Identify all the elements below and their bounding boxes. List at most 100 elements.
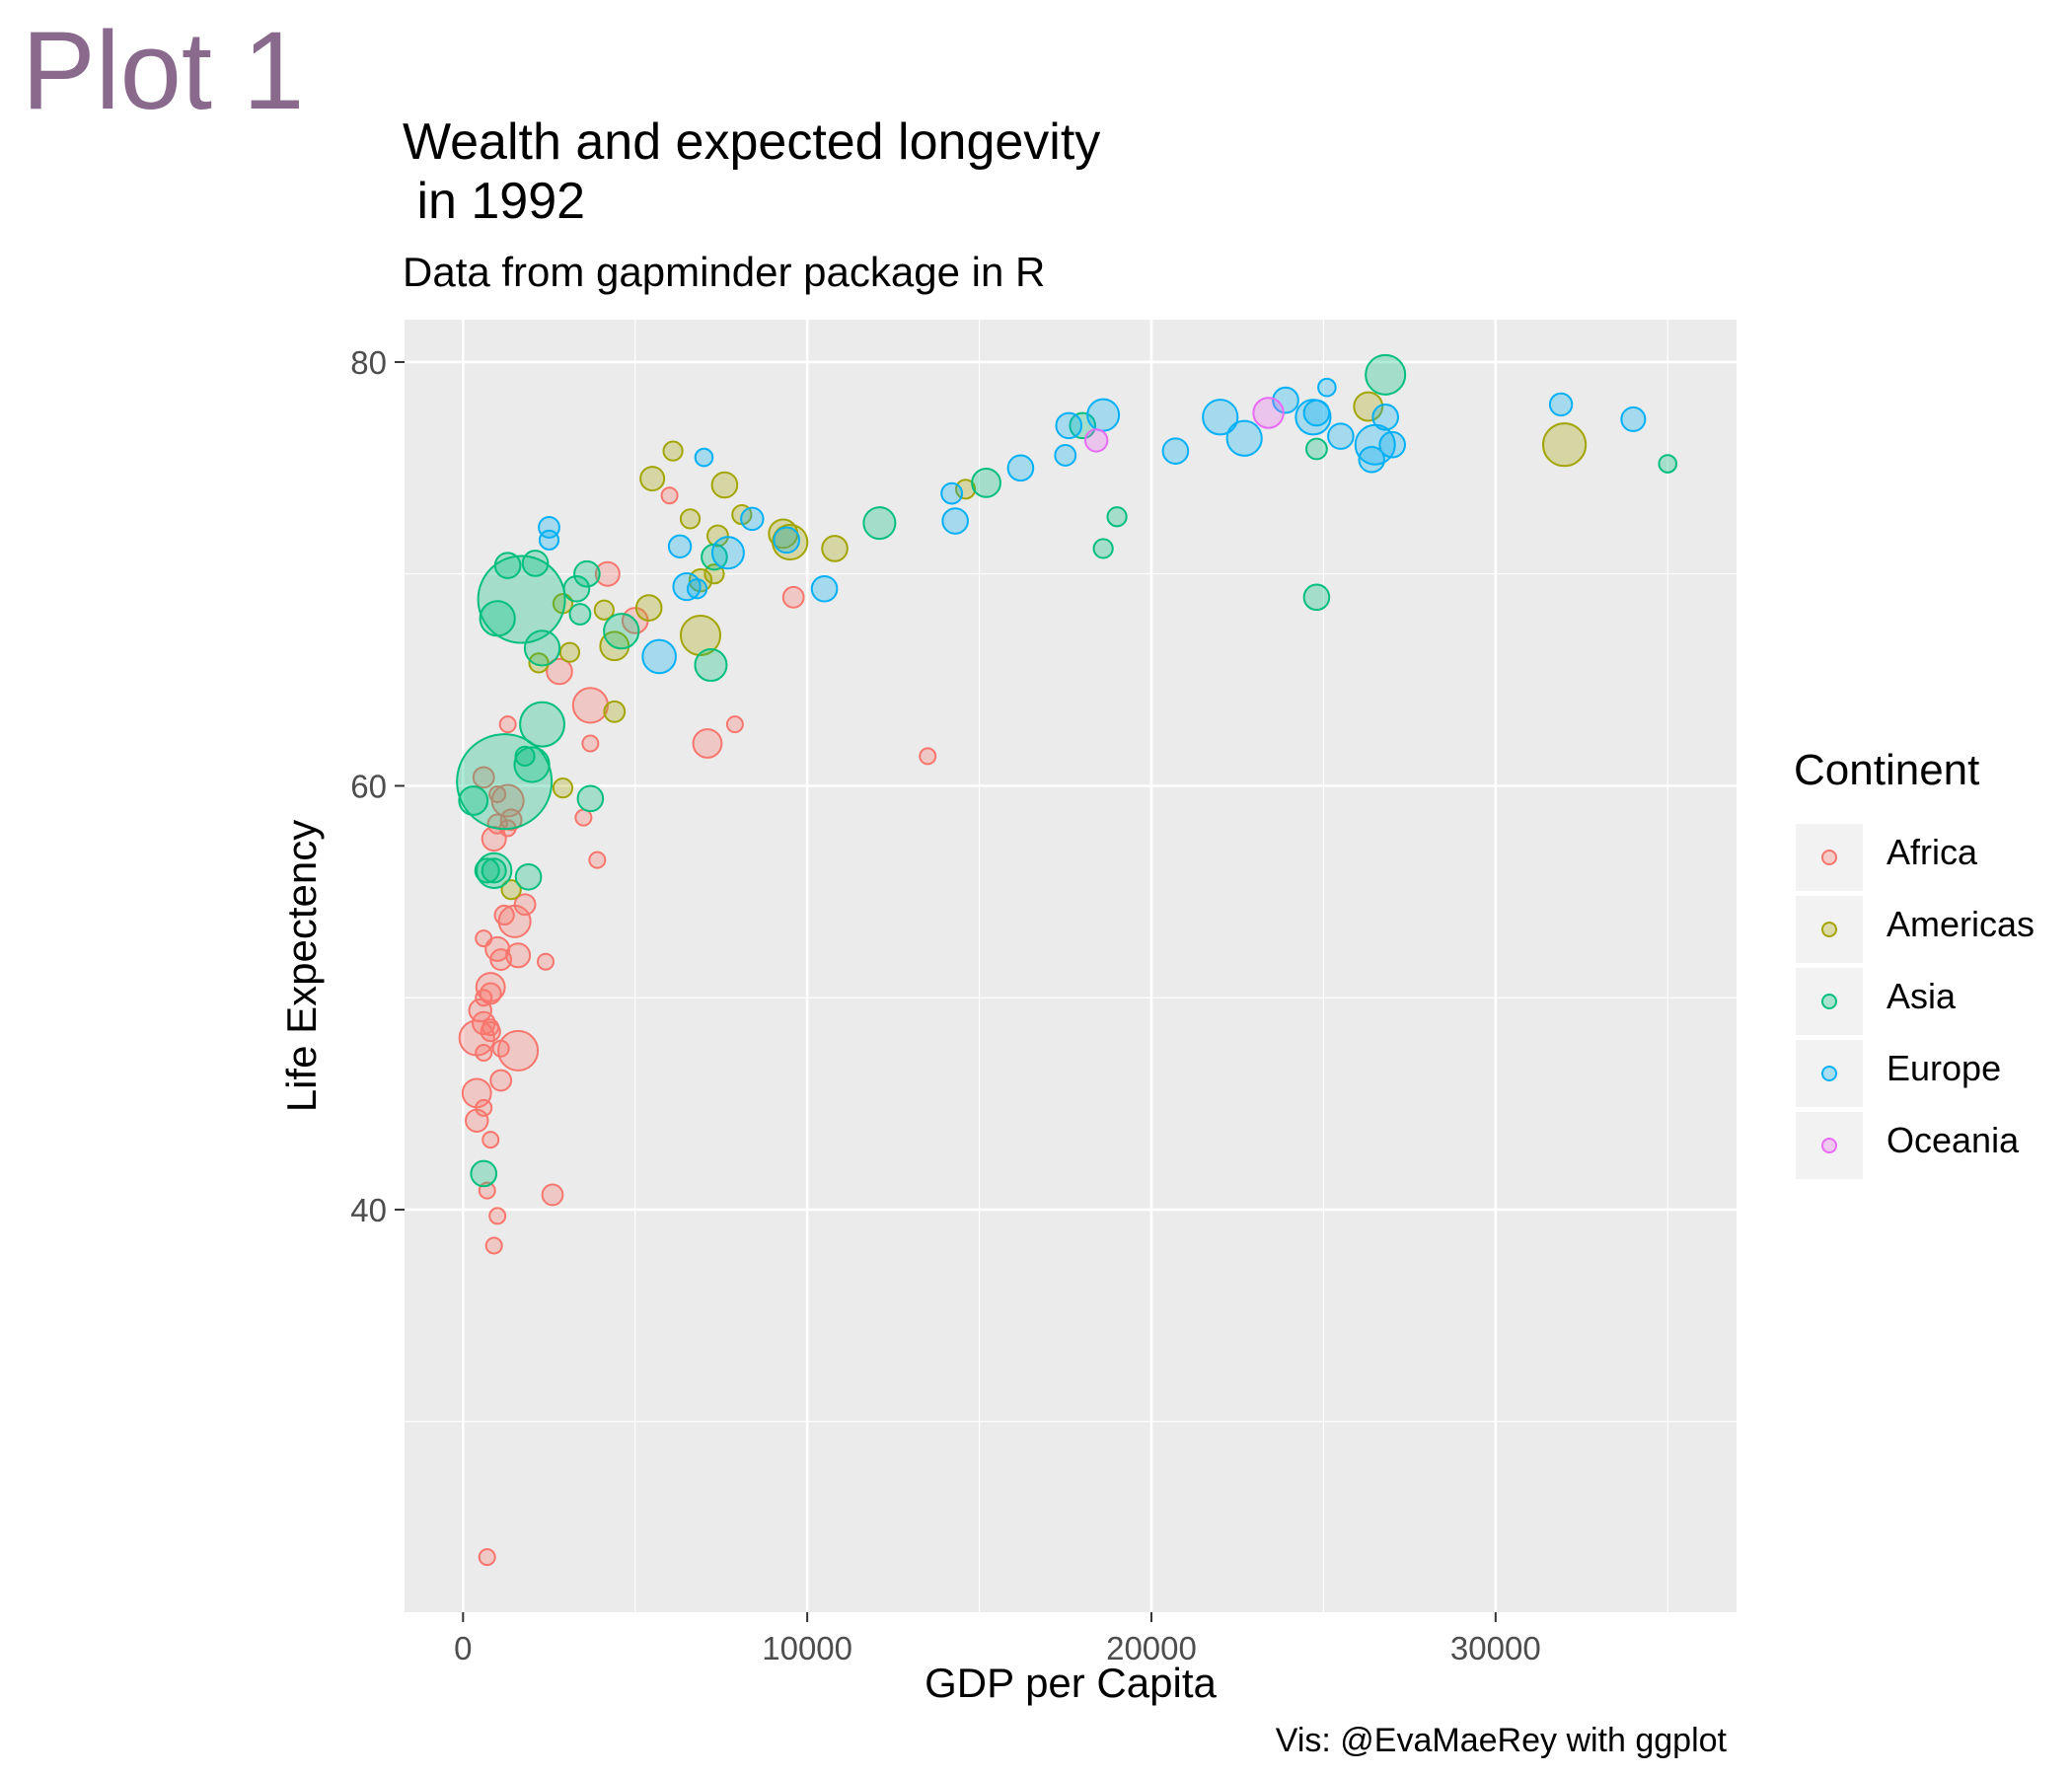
data-point-asia [1106,506,1128,528]
data-point-americas [710,471,739,499]
chart-title: Wealth and expected longevity in 1992 [403,113,1101,230]
data-point-americas [821,535,849,562]
data-point-africa [475,1098,493,1117]
data-point-africa [472,766,495,789]
data-point-europe [1548,392,1574,417]
data-point-europe [1302,399,1331,427]
legend-key-americas [1796,896,1863,963]
data-point-asia [573,559,601,588]
data-point-asia [474,857,500,884]
data-point-oceania [1083,428,1109,453]
data-point-americas [679,508,702,530]
data-point-asia [562,574,591,603]
chart-subtitle: Data from gapminder package in R [403,249,1046,295]
data-point-asia [521,550,550,577]
data-point-africa [480,1020,501,1043]
data-point-europe [810,574,839,603]
data-point-asia [576,784,605,813]
legend-title: Continent [1794,746,1980,794]
legend-key-africa [1796,824,1863,891]
data-point-asia [479,600,516,637]
data-point-europe [1055,411,1083,440]
data-point-americas [680,614,721,656]
data-point-asia [493,552,522,579]
chart-caption: Vis: @EvaMaeRey with ggplot [1275,1722,1727,1759]
data-point-asia [1658,454,1678,474]
data-point-americas [528,652,550,674]
data-point-americas [639,466,666,492]
data-point-africa [493,904,515,926]
data-point-asia [603,613,640,650]
legend-label-asia: Asia [1887,976,1957,1016]
data-point-asia [523,629,561,667]
x-axis-title: GDP per Capita [925,1660,1217,1706]
data-point-europe [686,578,708,600]
data-point-africa [537,952,555,971]
data-point-africa [475,929,493,948]
data-point-americas [706,524,729,548]
data-point-americas [634,594,663,622]
data-point-africa [478,1548,496,1567]
data-point-europe [694,447,714,468]
data-point-asia [1305,437,1328,461]
data-point-asia [477,555,566,644]
data-point-europe [940,481,964,505]
data-point-europe [1371,403,1399,431]
data-point-europe [1086,398,1121,432]
data-point-asia [514,863,543,891]
data-point-asia [513,746,551,783]
data-point-africa [571,687,609,724]
data-point-asia [1092,538,1114,559]
plot-panel [405,320,1737,1612]
data-point-africa [489,1069,513,1092]
data-point-europe [1378,430,1406,459]
data-point-americas [662,440,684,462]
data-point-africa [513,893,537,917]
data-point-africa [919,747,937,766]
data-point-americas [955,479,977,500]
data-point-asia [862,506,897,541]
legend-label-europe: Europe [1887,1048,2002,1088]
legend-symbol-asia [1821,994,1837,1009]
data-point-europe [538,529,560,551]
data-point-europe [710,536,745,570]
data-point-asia [1365,353,1407,396]
y-tick-label: 40 [350,1192,387,1228]
data-point-africa [581,734,600,753]
y-tick-label: 60 [350,768,387,804]
legend-key-asia [1796,968,1863,1035]
data-point-africa [497,1029,540,1072]
legend-key-europe [1796,1040,1863,1107]
legend-label-africa: Africa [1887,832,1978,872]
data-point-asia [694,648,728,683]
legend-key-oceania [1796,1112,1863,1179]
data-point-asia [1302,583,1331,612]
data-point-europe [1006,454,1035,482]
data-point-africa [498,715,517,734]
data-point-asia [470,1159,498,1188]
legend-label-americas: Americas [1887,904,2035,944]
data-point-africa [541,1183,564,1207]
data-point-asia [481,857,507,884]
data-point-africa [588,851,607,869]
data-point-europe [1161,437,1190,465]
x-tick-label: 10000 [762,1630,852,1666]
legend-symbol-americas [1821,922,1837,937]
data-point-europe [1317,377,1337,398]
data-point-europe [641,638,677,675]
legend-symbol-oceania [1821,1138,1837,1153]
data-point-europe [740,506,765,532]
data-point-africa [725,715,744,734]
data-point-americas [603,700,627,723]
data-point-africa [481,1018,500,1037]
data-point-europe [1054,444,1077,467]
data-point-europe [1272,386,1299,414]
data-point-europe [1202,399,1239,436]
data-point-africa [505,942,532,969]
data-point-europe [941,507,969,535]
data-point-asia [514,745,536,767]
data-point-africa [489,948,513,971]
data-point-americas [1353,391,1384,422]
x-tick-label: 20000 [1106,1630,1197,1666]
